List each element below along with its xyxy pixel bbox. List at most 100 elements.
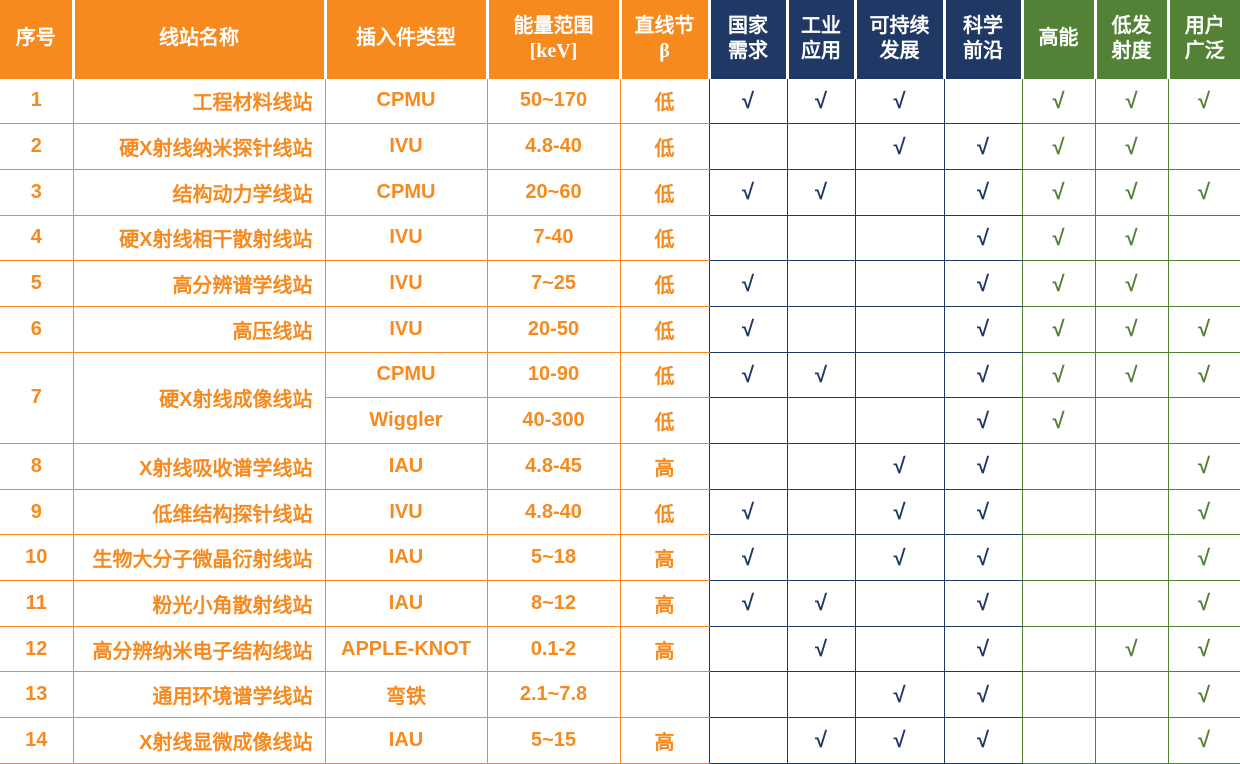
cell-insertion-type: IAU <box>324 717 488 764</box>
cell-check-high-energy <box>1021 671 1096 719</box>
cell-index: 9 <box>0 488 74 536</box>
cell-check-high-energy: √ <box>1021 123 1096 170</box>
cell-check-national-demand <box>708 625 788 673</box>
col-header-low-emittance: 低发 射度 <box>1095 0 1170 78</box>
cell-straight-section-beta: 低 <box>619 77 710 125</box>
table-row: 4 硬X射线相干散射线站 IVU 7-40 低 √ √ √ <box>0 214 1240 262</box>
cell-straight-section-beta: 低 <box>619 214 710 262</box>
cell-energy-range: 5~15 <box>486 717 621 764</box>
cell-check-wide-users: √ <box>1167 534 1240 582</box>
cell-check-science-frontier: √ <box>943 351 1023 399</box>
cell-check-high-energy: √ <box>1021 305 1096 353</box>
cell-check-high-energy <box>1021 443 1096 490</box>
cell-index: 1 <box>0 77 74 125</box>
cell-check-wide-users: √ <box>1167 77 1240 125</box>
cell-check-low-emittance: √ <box>1094 625 1169 673</box>
cell-beamline-name: X射线显微成像线站 <box>72 717 326 764</box>
cell-check-science-frontier: √ <box>943 443 1023 490</box>
cell-check-industrial-application: √ <box>786 168 856 216</box>
cell-insertion-type: APPLE-KNOT <box>324 625 488 673</box>
cell-straight-section-beta: 低 <box>619 488 710 536</box>
cell-check-national-demand <box>708 671 788 719</box>
cell-check-science-frontier: √ <box>943 123 1023 170</box>
col-header-high-energy: 高能 <box>1022 0 1097 78</box>
cell-beamline-name: 高分辨谱学线站 <box>72 260 326 307</box>
cell-beamline-name: 低维结构探针线站 <box>72 488 326 536</box>
col-header-science-frontier: 科学 前沿 <box>944 0 1024 78</box>
col-header-label: 可持续 <box>869 14 930 37</box>
cell-check-industrial-application: √ <box>786 717 856 764</box>
cell-insertion-type: CPMU <box>324 77 488 125</box>
cell-check-sustainable-development: √ <box>854 123 945 170</box>
cell-check-sustainable-development: √ <box>854 488 945 536</box>
cell-check-low-emittance: √ <box>1094 77 1169 125</box>
cell-energy-range: 8~12 <box>486 580 621 627</box>
cell-check-low-emittance: √ <box>1094 168 1169 216</box>
cell-check-high-energy: √ <box>1021 351 1096 399</box>
cell-beamline-name: 通用环境谱学线站 <box>72 671 326 719</box>
cell-check-wide-users <box>1167 397 1240 444</box>
cell-check-sustainable-development: √ <box>854 534 945 582</box>
cell-straight-section-beta: 高 <box>619 443 710 490</box>
cell-check-industrial-application <box>786 214 856 262</box>
cell-check-wide-users: √ <box>1167 580 1240 627</box>
cell-check-wide-users: √ <box>1167 488 1240 536</box>
col-header-label: 能量范围 <box>513 14 594 37</box>
table-row: 12 高分辨纳米电子结构线站 APPLE-KNOT 0.1-2 高 √ √ √ √ <box>0 625 1240 673</box>
cell-check-sustainable-development: √ <box>854 717 945 764</box>
cell-index: 5 <box>0 260 74 307</box>
cell-beamline-name: 结构动力学线站 <box>72 168 326 216</box>
cell-energy-range: 4.8-40 <box>486 123 621 170</box>
cell-beamline-name: 粉光小角散射线站 <box>72 580 326 627</box>
cell-check-industrial-application <box>786 305 856 353</box>
cell-check-low-emittance: √ <box>1094 305 1169 353</box>
col-header-label: 广泛 <box>1184 39 1225 62</box>
col-header-label: 需求 <box>728 39 768 62</box>
cell-check-wide-users: √ <box>1167 305 1240 353</box>
col-header-label: 发展 <box>879 39 920 62</box>
cell-index: 12 <box>0 625 74 673</box>
cell-check-national-demand <box>708 443 788 490</box>
cell-check-science-frontier: √ <box>943 260 1023 307</box>
header-row: 序号 线站名称 插入件类型 能量范围 [keV] 直线节 β 国家 <box>0 0 1240 78</box>
cell-check-science-frontier: √ <box>943 214 1023 262</box>
cell-check-science-frontier: √ <box>943 168 1023 216</box>
cell-check-high-energy <box>1021 717 1096 764</box>
cell-insertion-type: IVU <box>324 305 488 353</box>
cell-energy-range: 7-40 <box>486 214 621 262</box>
table-row: 10 生物大分子微晶衍射线站 IAU 5~18 高 √ √ √ √ <box>0 534 1240 582</box>
cell-insertion-type: 弯铁 <box>324 671 488 719</box>
cell-check-science-frontier: √ <box>943 397 1023 444</box>
table-row: 5 高分辨谱学线站 IVU 7~25 低 √ √ √ √ <box>0 260 1240 307</box>
cell-straight-section-beta: 高 <box>619 717 710 764</box>
cell-insertion-type: IVU <box>324 214 488 262</box>
cell-check-national-demand: √ <box>708 260 788 307</box>
cell-insertion-type: CPMU <box>324 168 488 216</box>
cell-check-industrial-application <box>786 397 856 444</box>
table-body: 1 工程材料线站 CPMU 50~170 低 √ √ √ √ √ √ 2 硬X射线纳米探针线站 IVU 4.… <box>0 77 1240 764</box>
cell-check-low-emittance <box>1094 671 1169 719</box>
cell-straight-section-beta: 低 <box>619 351 710 399</box>
cell-straight-section-beta: 低 <box>619 305 710 353</box>
cell-index: 14 <box>0 717 74 764</box>
cell-check-low-emittance: √ <box>1094 351 1169 399</box>
cell-check-low-emittance: √ <box>1094 260 1169 307</box>
cell-check-low-emittance: √ <box>1094 123 1169 170</box>
cell-check-wide-users <box>1167 123 1240 170</box>
cell-energy-range: 20~60 <box>486 168 621 216</box>
cell-check-industrial-application: √ <box>786 351 856 399</box>
cell-index: 13 <box>0 671 74 719</box>
cell-check-national-demand <box>708 717 788 764</box>
cell-check-national-demand: √ <box>708 351 788 399</box>
cell-check-national-demand: √ <box>708 534 788 582</box>
cell-check-wide-users: √ <box>1167 625 1240 673</box>
cell-insertion-type: IAU <box>324 534 488 582</box>
table-row: 11 粉光小角散射线站 IAU 8~12 高 √ √ √ √ <box>0 580 1240 627</box>
cell-energy-range: 5~18 <box>486 534 621 582</box>
cell-index: 8 <box>0 443 74 490</box>
cell-index: 11 <box>0 580 74 627</box>
col-header-label: 序号 <box>15 27 56 50</box>
cell-check-industrial-application: √ <box>786 580 856 627</box>
cell-check-low-emittance <box>1094 534 1169 582</box>
cell-energy-range: 2.1~7.8 <box>486 671 621 719</box>
